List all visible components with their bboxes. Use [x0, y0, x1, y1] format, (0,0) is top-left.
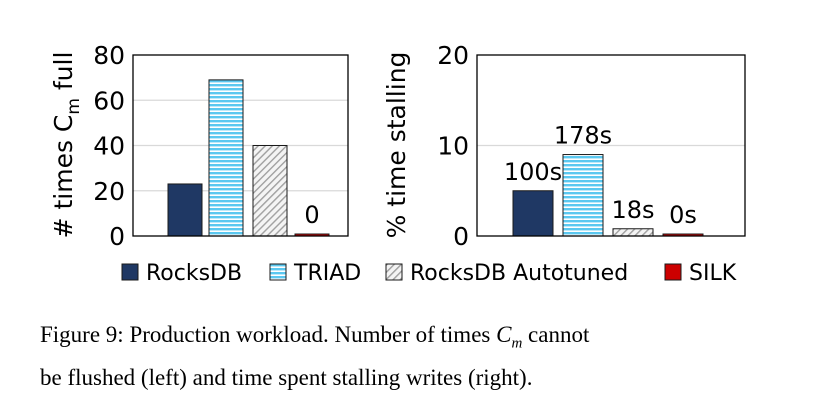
legend-label: SILK — [689, 261, 737, 286]
right-bars — [512, 154, 704, 237]
legend-label: TRIAD — [293, 261, 361, 286]
bar-rocksdb — [512, 190, 554, 237]
bar-triad — [562, 154, 604, 237]
legend-swatch — [664, 263, 682, 281]
bar-rocksdb-autotuned — [612, 228, 654, 237]
right-data-labels: 100s 178s 18s 0s — [504, 122, 697, 229]
caption-line-2: be flushed (left) and time spent stallin… — [40, 364, 533, 390]
left-tick-labels: 0 20 40 60 80 — [93, 41, 125, 251]
chart-left: 0 20 40 60 80 0 # times Cm full — [49, 41, 349, 251]
caption-line-1: Figure 9: Production workload. Number of… — [40, 322, 590, 352]
y-tick-label: 60 — [93, 86, 125, 115]
legend: RocksDB TRIAD RocksDB Autotuned SILK — [121, 261, 737, 286]
data-label: 0 — [304, 201, 319, 229]
right-plot-frame — [476, 54, 746, 237]
y-tick-label: 20 — [437, 41, 469, 70]
y-tick-label: 0 — [109, 222, 125, 251]
y-tick-label: 10 — [437, 132, 469, 161]
left-y-axis-label: # times Cm full — [49, 52, 84, 239]
bar-rocksdb — [167, 183, 203, 237]
data-label: 178s — [554, 122, 612, 150]
y-tick-label: 40 — [93, 132, 125, 161]
figure: 0 20 40 60 80 0 # times Cm full 0 10 20 100s 17… — [49, 41, 746, 286]
right-y-axis-label: % time stalling — [382, 52, 411, 239]
data-label: 100s — [504, 158, 562, 186]
data-label: 18s — [611, 196, 654, 224]
legend-label: RocksDB — [146, 261, 242, 286]
data-label: 0s — [669, 201, 697, 229]
right-tick-labels: 0 10 20 — [437, 41, 469, 251]
left-bars — [167, 79, 330, 237]
figure-caption: Figure 9: Production workload. Number of… — [40, 318, 800, 395]
legend-swatch — [121, 263, 139, 281]
legend-swatch — [385, 263, 403, 281]
legend-swatch — [269, 263, 287, 281]
chart-right: 0 10 20 100s 178s 18s 0s % time stalling — [382, 41, 746, 251]
bar-rocksdb-autotuned — [252, 145, 288, 237]
legend-label: RocksDB Autotuned — [410, 261, 628, 286]
bar-triad — [208, 79, 244, 237]
left-data-labels: 0 — [304, 201, 319, 229]
y-tick-label: 0 — [453, 222, 469, 251]
y-tick-label: 20 — [93, 177, 125, 206]
left-plot-frame — [132, 54, 349, 237]
y-tick-label: 80 — [93, 41, 125, 70]
